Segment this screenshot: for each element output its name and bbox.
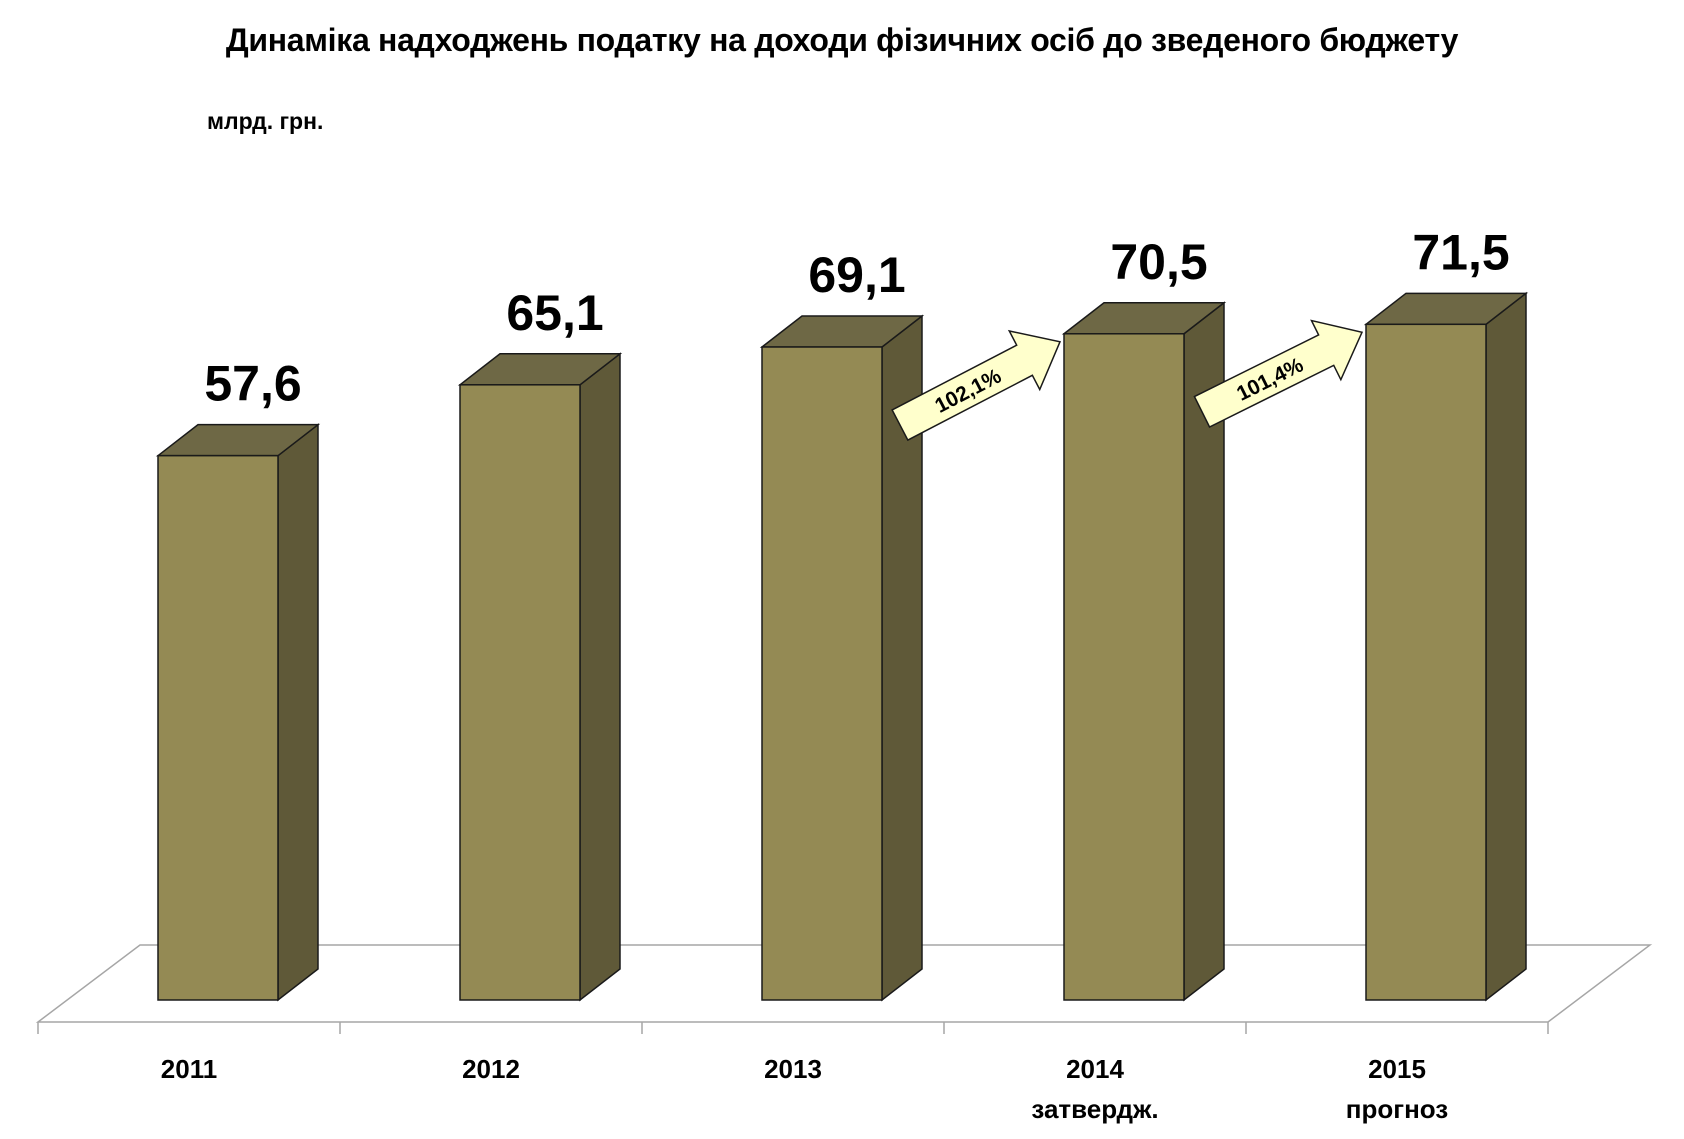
- data-label: 65,1: [506, 285, 603, 341]
- chart-title: Динаміка надходжень податку на доходи фі…: [225, 22, 1459, 58]
- bar-front: [1365, 323, 1487, 1001]
- data-label: 57,6: [204, 356, 301, 412]
- bar-2014: [1061, 301, 1227, 1002]
- category-label: 2011: [161, 1054, 217, 1084]
- data-label: 70,5: [1110, 234, 1207, 290]
- arrow-shape: [1193, 319, 1364, 429]
- bar-side: [1485, 291, 1527, 1002]
- labels-group: 57,6 2011 65,1 2012 69,1 2013 70,5 2014 затвердж…: [161, 224, 1510, 1124]
- bar-side: [277, 423, 319, 1002]
- bar-front: [1063, 333, 1185, 1001]
- category-label: 2014: [1066, 1054, 1124, 1084]
- data-label: 69,1: [808, 247, 905, 303]
- bars-group: [155, 291, 1529, 1002]
- arrow-shape: [891, 329, 1062, 442]
- bar-2011: [155, 423, 321, 1002]
- data-label: 71,5: [1412, 224, 1509, 280]
- category-label: 2013: [764, 1054, 822, 1084]
- category-label: 2012: [462, 1054, 520, 1084]
- bar-2012: [457, 352, 623, 1002]
- bar-front: [459, 384, 581, 1001]
- bar-2013: [759, 314, 925, 1002]
- unit-label: млрд. грн.: [207, 108, 324, 134]
- bar-front: [761, 346, 883, 1001]
- category-sublabel: затвердж.: [1031, 1094, 1158, 1124]
- category-sublabel: прогноз: [1346, 1094, 1449, 1124]
- bar-front: [157, 454, 279, 1001]
- bar-side: [579, 352, 621, 1002]
- bar-2015: [1363, 291, 1529, 1002]
- category-label: 2015: [1368, 1054, 1426, 1084]
